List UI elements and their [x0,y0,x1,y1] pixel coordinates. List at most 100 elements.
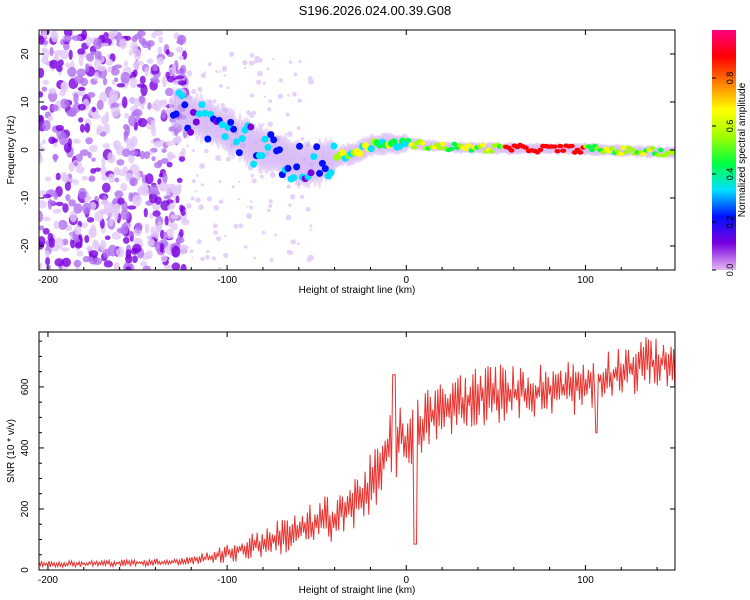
spectrogram-ridge-cell [189,108,197,116]
spectrogram-ridge-cell [267,131,275,139]
spectrogram-noise-blob [153,140,163,148]
spectrogram-noise-blob [178,156,186,162]
spectrogram-noise-blob [171,262,181,270]
spectrogram-ridge-cell [230,125,238,133]
spectrogram-noise-blob [85,36,93,47]
spectrogram-noise-blob [165,87,174,97]
spectrogram-noise-blob [94,50,100,61]
spectrogram-noise-blob [157,221,162,232]
spectrogram-noise-blob [179,244,187,255]
spectrogram-ridge-cell [657,147,664,153]
spectrogram-faint-blob [287,94,290,97]
spectrogram-noise-blob [54,237,64,250]
spectrogram-faint-blob [297,98,302,103]
spectrogram-noise-blob [176,39,184,45]
spectrogram-noise-blob [151,32,157,39]
spectrogram-faint-blob [267,208,271,213]
spectrogram-noise-blob [125,254,133,264]
spectrogram-noise-blob [41,120,51,131]
spectrogram-faint-blob [268,199,273,204]
spectrogram-faint-blob [267,107,272,112]
spectrogram-noise-blob [157,178,162,185]
spectrogram-noise-blob [134,98,139,110]
spectrogram-noise-blob [94,211,104,222]
snr-y-tick-label: 0 [20,567,31,573]
spectrogram-ridge-halo [179,91,185,132]
spectrogram-ridge-cell [232,138,240,146]
spectrogram-noise-blob [173,122,180,128]
spectrogram-ridge-cell [465,143,472,148]
spectrogram-noise-blob [72,138,81,144]
spectrogram-noise-blob [146,124,156,130]
spectrogram-faint-blob [296,242,300,246]
spectrogram-noise-blob [87,92,96,98]
spectrogram-noise-blob [39,262,43,269]
spectrogram-noise-blob [48,88,57,95]
spectrogram-noise-blob [68,178,75,183]
spectrogram-noise-blob [116,83,126,88]
spectrogram-faint-blob [184,209,188,213]
snr-x-tick-label: 0 [403,575,409,586]
spectrogram-x-tick-label: 100 [577,275,594,286]
spectrogram-faint-blob [224,235,227,238]
spectrogram-faint-blob [299,194,305,200]
spectrogram-noise-blob [108,89,119,101]
spectrogram-noise-blob [99,239,107,252]
spectrogram-noise-blob [114,177,120,183]
spectrogram-noise-blob [60,82,67,91]
spectrogram-noise-blob [60,171,68,182]
spectrogram-faint-blob [269,257,274,262]
snr-x-ticks: -200 -100 0 100 [38,332,658,586]
spectrogram-noise-blob [181,218,190,226]
spectrogram-faint-blob [266,67,270,71]
spectrogram-faint-blob [218,180,222,184]
spectrogram-ridge-cell [588,147,595,153]
spectrogram-ridge-cell [557,143,564,149]
spectrogram-noise-blob [176,177,183,183]
spectrogram-faint-blob [262,123,265,126]
spectrogram-noise-blob [92,257,102,265]
spectrogram-noise-blob [120,209,130,221]
spectrogram-noise-blob [138,95,146,104]
spectrogram-faint-blob [238,180,241,183]
spectrogram-noise-blob [91,106,97,113]
spectrogram-faint-blob [246,110,252,115]
spectrogram-noise-blob [152,63,158,72]
spectrogram-noise-blob [176,185,182,195]
spectrogram-noise-blob [78,187,87,200]
spectrogram-noise-blob [43,194,52,199]
spectrogram-ridge-halo [256,122,263,174]
spectrogram-noise-blob [102,77,108,86]
spectrogram-noise-blob [75,153,83,162]
spectrogram-noise-blob [88,144,98,153]
spectrogram-noise-blob [144,66,150,77]
spectrogram-ridge-halo [202,99,209,141]
spectrogram-noise-blob [42,216,51,222]
spectrogram-ridge-cell [275,146,283,154]
spectrogram-ridge-cell [439,141,446,147]
spectrogram-noise-blob [63,30,73,37]
spectrogram-faint-blob [206,196,212,202]
spectrogram-faint-blob [263,95,266,98]
spectrogram-noise-blob [51,138,59,143]
spectrogram-content [39,30,675,270]
snr-y-ticks: 0 200 400 600 [20,340,675,573]
spectrogram-noise-blob [166,199,174,204]
spectrogram-faint-blob [286,131,293,138]
spectrogram-ridge-cell [247,123,255,131]
spectrogram-ridge-cell [649,146,656,151]
spectrogram-noise-blob [102,143,110,149]
spectrogram-ridge-cell [367,145,375,153]
spectrogram-noise-blob [113,203,121,216]
spectrogram-noise-blob [102,182,111,193]
spectrogram-ridge-cell [192,118,200,126]
spectrogram-faint-blob [199,163,206,169]
spectrogram-ridge-cell [204,135,212,143]
spectrogram-ridge-cell [181,101,189,109]
spectrogram-ridge-cell [448,146,455,152]
spectrogram-noise-blob [165,71,171,80]
spectrogram-noise-blob [61,257,71,267]
spectrogram-faint-blob [302,157,306,161]
snr-y-label: SNR (10 * v/v) [6,419,17,483]
spectrogram-faint-blob [204,148,209,154]
